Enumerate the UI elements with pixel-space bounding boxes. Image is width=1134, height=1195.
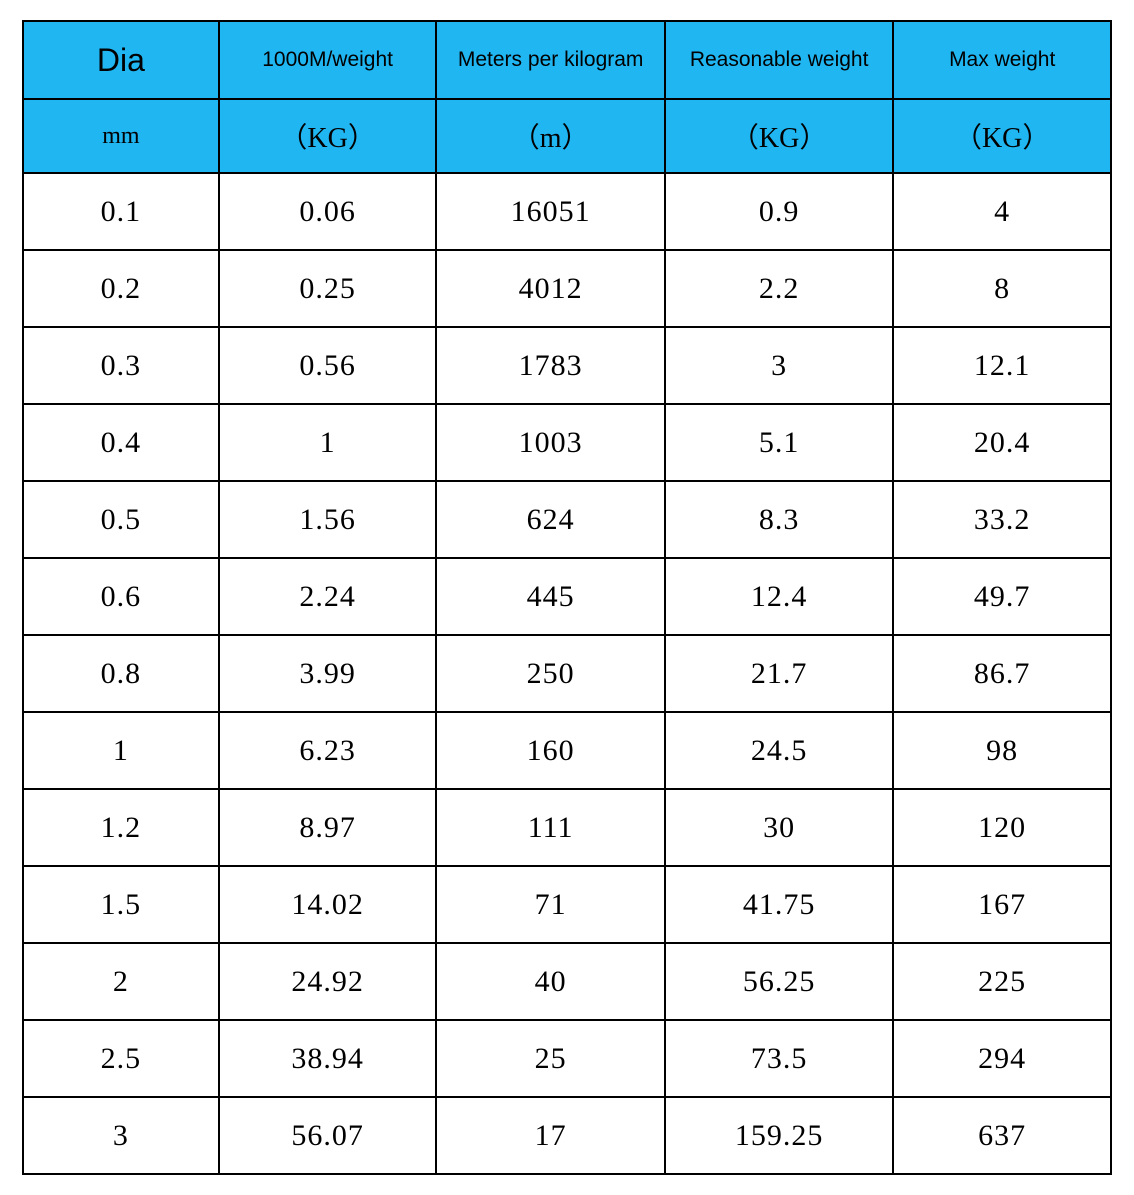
cell-dia: 0.8 (23, 635, 219, 712)
cell-max-weight: 120 (893, 789, 1111, 866)
cell-1000m-weight: 24.92 (219, 943, 437, 1020)
cell-meters-per-kg: 111 (436, 789, 664, 866)
table-row: 0.1 0.06 16051 0.9 4 (23, 173, 1111, 250)
cell-1000m-weight: 38.94 (219, 1020, 437, 1097)
cell-reasonable-weight: 56.25 (665, 943, 893, 1020)
cell-max-weight: 225 (893, 943, 1111, 1020)
cell-max-weight: 86.7 (893, 635, 1111, 712)
col-unit-1000m-weight: （KG） (219, 99, 437, 173)
col-header-1000m-weight: 1000M/weight (219, 21, 437, 99)
col-unit-dia: mm (23, 99, 219, 173)
col-unit-max-weight: （KG） (893, 99, 1111, 173)
col-unit-meters-per-kg: （m） (436, 99, 664, 173)
cell-1000m-weight: 2.24 (219, 558, 437, 635)
cell-reasonable-weight: 0.9 (665, 173, 893, 250)
cell-meters-per-kg: 250 (436, 635, 664, 712)
table-row: 0.2 0.25 4012 2.2 8 (23, 250, 1111, 327)
table-row: 0.6 2.24 445 12.4 49.7 (23, 558, 1111, 635)
cell-reasonable-weight: 30 (665, 789, 893, 866)
table-row: 0.5 1.56 624 8.3 33.2 (23, 481, 1111, 558)
cell-1000m-weight: 1 (219, 404, 437, 481)
cell-dia: 0.4 (23, 404, 219, 481)
cell-meters-per-kg: 1783 (436, 327, 664, 404)
cell-reasonable-weight: 21.7 (665, 635, 893, 712)
cell-dia: 1.5 (23, 866, 219, 943)
table-row: 1 6.23 160 24.5 98 (23, 712, 1111, 789)
cell-reasonable-weight: 24.5 (665, 712, 893, 789)
cell-1000m-weight: 56.07 (219, 1097, 437, 1174)
table-row: 0.8 3.99 250 21.7 86.7 (23, 635, 1111, 712)
cell-dia: 0.6 (23, 558, 219, 635)
cell-meters-per-kg: 1003 (436, 404, 664, 481)
table-row: 3 56.07 17 159.25 637 (23, 1097, 1111, 1174)
cell-reasonable-weight: 8.3 (665, 481, 893, 558)
cell-reasonable-weight: 41.75 (665, 866, 893, 943)
cell-reasonable-weight: 3 (665, 327, 893, 404)
cell-dia: 0.2 (23, 250, 219, 327)
col-header-max-weight: Max weight (893, 21, 1111, 99)
table-header-row-labels: Dia 1000M/weight Meters per kilogram Rea… (23, 21, 1111, 99)
table-row: 1.2 8.97 111 30 120 (23, 789, 1111, 866)
cell-meters-per-kg: 17 (436, 1097, 664, 1174)
cell-1000m-weight: 6.23 (219, 712, 437, 789)
cell-dia: 3 (23, 1097, 219, 1174)
cell-dia: 2 (23, 943, 219, 1020)
cell-max-weight: 49.7 (893, 558, 1111, 635)
cell-meters-per-kg: 71 (436, 866, 664, 943)
cell-reasonable-weight: 5.1 (665, 404, 893, 481)
cell-1000m-weight: 3.99 (219, 635, 437, 712)
cell-max-weight: 8 (893, 250, 1111, 327)
cell-max-weight: 33.2 (893, 481, 1111, 558)
cell-meters-per-kg: 624 (436, 481, 664, 558)
cell-dia: 1.2 (23, 789, 219, 866)
table-row: 0.4 1 1003 5.1 20.4 (23, 404, 1111, 481)
col-header-reasonable-weight: Reasonable weight (665, 21, 893, 99)
table-header-row-units: mm （KG） （m） （KG） （KG） (23, 99, 1111, 173)
table-row: 2 24.92 40 56.25 225 (23, 943, 1111, 1020)
cell-max-weight: 167 (893, 866, 1111, 943)
cell-max-weight: 98 (893, 712, 1111, 789)
table-row: 0.3 0.56 1783 3 12.1 (23, 327, 1111, 404)
cell-1000m-weight: 0.25 (219, 250, 437, 327)
cell-max-weight: 12.1 (893, 327, 1111, 404)
cell-meters-per-kg: 160 (436, 712, 664, 789)
cell-dia: 0.1 (23, 173, 219, 250)
col-header-meters-per-kg: Meters per kilogram (436, 21, 664, 99)
cell-max-weight: 294 (893, 1020, 1111, 1097)
cell-dia: 0.3 (23, 327, 219, 404)
table-row: 2.5 38.94 25 73.5 294 (23, 1020, 1111, 1097)
cell-meters-per-kg: 25 (436, 1020, 664, 1097)
cell-max-weight: 637 (893, 1097, 1111, 1174)
col-unit-reasonable-weight: （KG） (665, 99, 893, 173)
cell-max-weight: 20.4 (893, 404, 1111, 481)
cell-meters-per-kg: 16051 (436, 173, 664, 250)
cell-dia: 0.5 (23, 481, 219, 558)
table-row: 1.5 14.02 71 41.75 167 (23, 866, 1111, 943)
cell-1000m-weight: 0.56 (219, 327, 437, 404)
cell-1000m-weight: 0.06 (219, 173, 437, 250)
wire-spec-table-wrapper: Dia 1000M/weight Meters per kilogram Rea… (22, 20, 1112, 1175)
cell-meters-per-kg: 40 (436, 943, 664, 1020)
cell-meters-per-kg: 4012 (436, 250, 664, 327)
cell-reasonable-weight: 159.25 (665, 1097, 893, 1174)
cell-reasonable-weight: 12.4 (665, 558, 893, 635)
cell-dia: 1 (23, 712, 219, 789)
cell-dia: 2.5 (23, 1020, 219, 1097)
cell-reasonable-weight: 2.2 (665, 250, 893, 327)
cell-1000m-weight: 1.56 (219, 481, 437, 558)
wire-spec-table: Dia 1000M/weight Meters per kilogram Rea… (22, 20, 1112, 1175)
cell-1000m-weight: 8.97 (219, 789, 437, 866)
cell-max-weight: 4 (893, 173, 1111, 250)
col-header-dia: Dia (23, 21, 219, 99)
cell-1000m-weight: 14.02 (219, 866, 437, 943)
table-body: 0.1 0.06 16051 0.9 4 0.2 0.25 4012 2.2 8… (23, 173, 1111, 1174)
cell-reasonable-weight: 73.5 (665, 1020, 893, 1097)
cell-meters-per-kg: 445 (436, 558, 664, 635)
